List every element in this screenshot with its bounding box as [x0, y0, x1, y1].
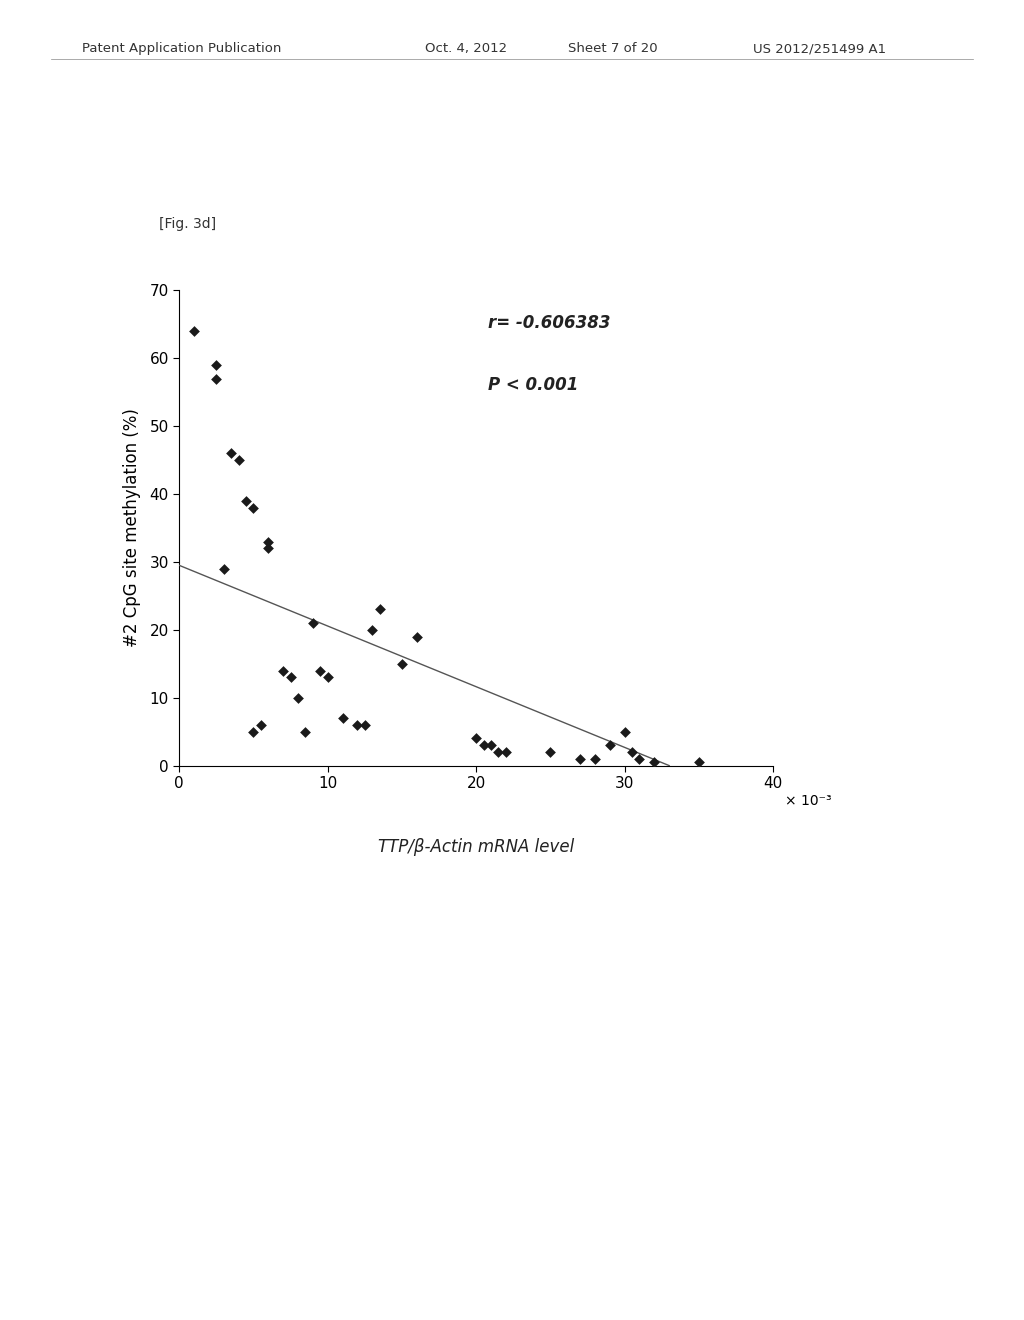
Text: P < 0.001: P < 0.001 — [488, 376, 579, 393]
Point — [305, 612, 322, 634]
Point — [631, 748, 647, 770]
Point — [223, 442, 240, 463]
Point — [393, 653, 410, 675]
Point — [571, 748, 588, 770]
Point — [208, 368, 224, 389]
Point — [616, 721, 633, 742]
Text: × 10⁻³: × 10⁻³ — [785, 795, 831, 808]
Point — [245, 721, 261, 742]
Point — [409, 626, 425, 647]
Text: US 2012/251499 A1: US 2012/251499 A1 — [753, 42, 886, 55]
Point — [215, 558, 231, 579]
Point — [601, 735, 617, 756]
Text: Oct. 4, 2012: Oct. 4, 2012 — [425, 42, 507, 55]
Point — [490, 742, 507, 763]
Point — [238, 490, 254, 511]
Point — [475, 735, 492, 756]
Point — [372, 599, 388, 620]
Point — [542, 742, 558, 763]
Text: r= -0.606383: r= -0.606383 — [488, 314, 610, 333]
Point — [253, 714, 269, 735]
Point — [624, 742, 640, 763]
Point — [245, 498, 261, 519]
Point — [283, 667, 299, 688]
Text: Sheet 7 of 20: Sheet 7 of 20 — [568, 42, 658, 55]
Point — [312, 660, 329, 681]
Point — [274, 660, 291, 681]
Y-axis label: #2 CpG site methylation (%): #2 CpG site methylation (%) — [123, 409, 141, 647]
Point — [349, 714, 366, 735]
Point — [690, 751, 707, 772]
Point — [297, 721, 313, 742]
Point — [260, 531, 276, 552]
Point — [356, 714, 373, 735]
Text: Patent Application Publication: Patent Application Publication — [82, 42, 282, 55]
Point — [364, 619, 380, 640]
Point — [230, 450, 247, 471]
Point — [482, 735, 499, 756]
Point — [498, 742, 514, 763]
Point — [290, 688, 306, 709]
Point — [208, 355, 224, 376]
Point — [185, 321, 202, 342]
Point — [587, 748, 603, 770]
Point — [646, 751, 663, 772]
Point — [468, 727, 484, 748]
Point — [334, 708, 350, 729]
Point — [260, 537, 276, 558]
Point — [319, 667, 336, 688]
Text: [Fig. 3d]: [Fig. 3d] — [159, 216, 216, 231]
Text: TTP/β-Actin mRNA level: TTP/β-Actin mRNA level — [378, 838, 574, 857]
